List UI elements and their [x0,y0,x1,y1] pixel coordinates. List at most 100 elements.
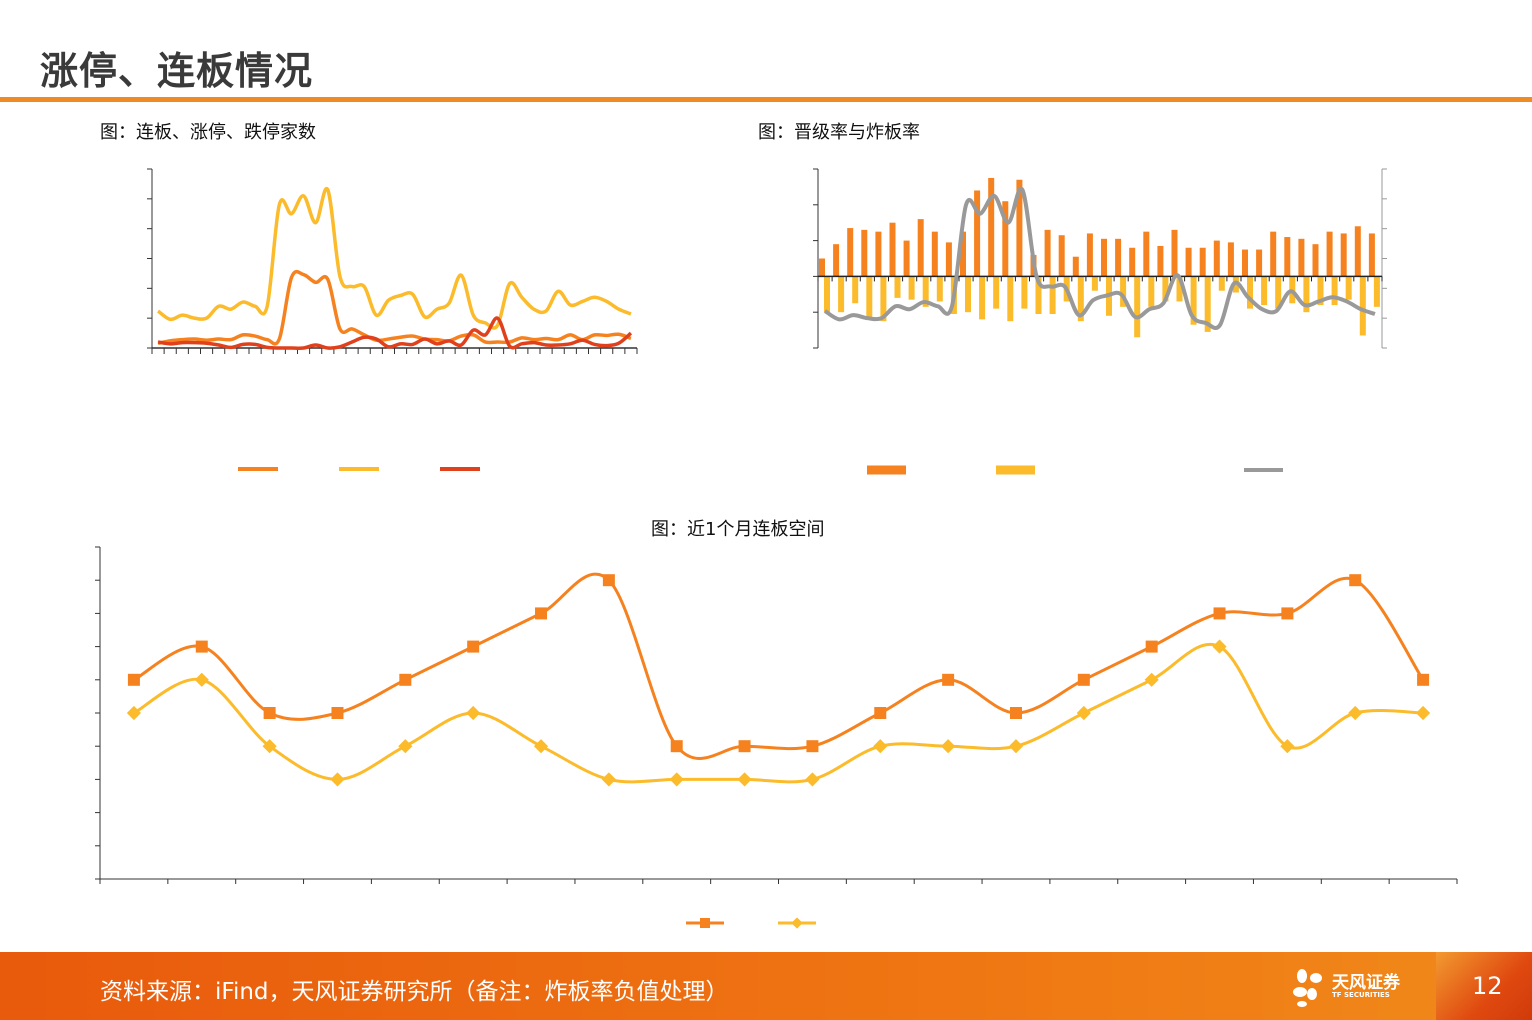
company-logo: 天风证券 TF SECURITIES [1292,966,1432,1010]
logo-text-en: TF SECURITIES [1332,991,1390,999]
bar-break-rate [936,276,943,302]
bar-promotion-rate [889,222,896,277]
data-point-diamond [398,739,413,754]
data-point-square [1281,607,1294,620]
bar-break-rate [824,276,830,313]
bar-promotion-rate [931,231,938,277]
page-title: 涨停、连板情况 [40,49,314,93]
data-point-diamond [1008,739,1024,754]
bar-promotion-rate [945,242,952,277]
bar-promotion-rate [1199,247,1206,277]
data-point-square [195,640,208,653]
bar-promotion-rate [1354,226,1361,277]
bar-break-rate [852,276,859,304]
data-point-square [670,740,683,753]
data-point-diamond [669,772,684,787]
bar-break-rate [1035,276,1042,314]
bar-break-rate [922,276,929,307]
data-point-diamond [1212,639,1227,654]
bar-promotion-rate [1312,244,1319,277]
series-line-涨停 [156,186,632,330]
data-point-square [1009,707,1022,719]
data-point-square [331,707,344,719]
data-point-square [263,707,276,719]
bar-break-rate [880,276,887,322]
series-line-limit-up [823,186,1376,330]
data-point-square [738,740,751,753]
chart3-title: 图：近1个月连板空间 [651,519,825,540]
bar-promotion-rate [819,258,825,277]
data-point-square [535,607,548,620]
bar-break-rate [1331,276,1338,306]
page-number-box [1436,952,1532,1020]
bar-break-rate [1261,276,1268,306]
bar-promotion-rate [1072,256,1079,277]
bar-break-rate [1345,276,1352,300]
bar-promotion-rate [1044,229,1051,277]
data-point-square [1145,640,1158,653]
bar-promotion-rate [847,228,854,277]
bar-promotion-rate [1129,247,1136,277]
bar-promotion-rate [861,229,868,277]
data-point-diamond [1416,705,1431,721]
bar-break-rate [1303,276,1310,313]
legend-marker-diamond [791,917,803,929]
bar-promotion-rate [1368,233,1375,277]
page-number: 12 [1472,972,1503,1000]
bar-promotion-rate [1002,201,1009,277]
bar-promotion-rate [903,240,910,277]
bar-promotion-rate [1242,249,1248,277]
bar-break-rate [965,276,971,313]
data-point-diamond [533,739,549,754]
bar-promotion-rate [1016,179,1023,277]
bar-promotion-rate [960,231,966,277]
bar-promotion-rate [1185,247,1192,277]
bar-promotion-rate [1256,249,1263,277]
data-point-diamond [1348,705,1363,721]
data-point-square [1077,673,1090,686]
bar-break-rate [866,276,873,320]
chart1-title: 图：连板、涨停、跌停家数 [100,122,316,143]
bar-promotion-rate [1101,238,1107,277]
bar-break-rate [1134,276,1141,338]
data-point-diamond [805,772,820,787]
bar-promotion-rate [1086,233,1093,277]
series-line-连板 [157,269,632,346]
bar-promotion-rate [1058,235,1065,277]
bar-promotion-rate [1213,240,1220,277]
legend-marker-square [700,918,710,928]
bar-break-rate [1148,276,1155,307]
bar-promotion-rate [917,219,924,277]
bar-promotion-rate [1171,229,1178,277]
data-point-diamond [126,705,141,721]
data-point-diamond [1144,672,1159,687]
bar-promotion-rate [1270,231,1277,277]
flower-logo-icon [1293,969,1322,1007]
footer-source: 资料来源：iFind，天风证券研究所（备注：炸板率负值处理） [100,979,729,1005]
series-line-空间 [133,572,1425,760]
data-point-diamond [194,672,209,687]
bar-break-rate [1162,276,1169,302]
bar-break-rate [1091,276,1098,291]
data-point-square [1213,607,1226,620]
bar-promotion-rate [1143,231,1150,277]
bar-break-rate [894,276,901,298]
data-point-square [1417,673,1430,686]
data-point-diamond [601,772,616,787]
series-line-次高 [133,643,1424,784]
bar-break-rate [1077,276,1084,322]
data-point-diamond [466,705,481,721]
bar-break-rate [1120,276,1127,307]
bar-promotion-rate [1115,238,1122,277]
data-point-diamond [330,772,345,787]
data-point-diamond [873,739,888,754]
data-point-diamond [1076,705,1091,721]
bar-break-rate [1317,276,1324,306]
bar-promotion-rate [1326,231,1333,277]
title-divider [0,97,1532,102]
footer: 资料来源：iFind，天风证券研究所（备注：炸板率负值处理） 天风证券 TF S… [0,952,1532,1020]
bar-promotion-rate [974,190,981,277]
data-point-square [602,574,615,587]
bar-promotion-rate [833,244,840,277]
